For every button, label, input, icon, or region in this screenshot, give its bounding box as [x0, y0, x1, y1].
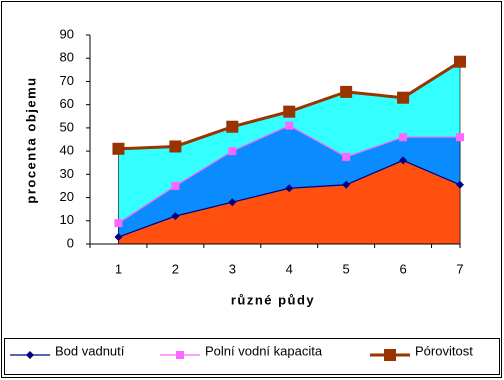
legend-marker [26, 351, 34, 359]
data-marker [226, 120, 239, 133]
data-marker [342, 152, 351, 161]
data-marker [114, 233, 123, 242]
legend-label: Bod vadnutí [55, 343, 125, 358]
legend-label: Polní vodní kapacita [205, 343, 323, 358]
x-tick-label: 5 [343, 261, 350, 276]
data-marker [285, 184, 294, 193]
data-marker [114, 219, 123, 228]
data-marker [399, 133, 408, 142]
legend-marker [176, 351, 184, 359]
data-marker [112, 142, 125, 155]
data-marker [399, 156, 408, 165]
y-tick-label: 60 [60, 96, 74, 111]
y-tick-label: 20 [60, 189, 74, 204]
legend-box [4, 338, 500, 375]
legend-label: Pórovitost [415, 343, 473, 358]
data-marker [171, 181, 180, 190]
x-tick-label: 6 [399, 261, 406, 276]
y-tick-label: 80 [60, 50, 74, 65]
data-marker [169, 140, 182, 153]
data-marker [340, 85, 353, 98]
data-marker [342, 180, 351, 189]
x-axis-title: různé půdy [231, 292, 315, 307]
y-axis-title: procenta objemu [23, 76, 38, 203]
data-marker [454, 55, 466, 68]
x-tick-label: 7 [456, 261, 463, 276]
x-tick-label: 2 [172, 261, 179, 276]
y-tick-label: 70 [60, 73, 74, 88]
y-tick-label: 40 [60, 143, 74, 158]
data-marker [285, 121, 294, 130]
y-tick-label: 0 [67, 235, 74, 250]
y-tick-label: 30 [60, 166, 74, 181]
data-marker [456, 133, 464, 142]
data-marker [397, 91, 410, 104]
y-tick-label: 90 [60, 26, 74, 41]
x-tick-label: 3 [229, 261, 236, 276]
data-marker [228, 198, 237, 207]
data-marker [171, 212, 180, 221]
y-tick-label: 50 [60, 119, 74, 134]
data-marker [228, 147, 237, 156]
x-tick-label: 4 [286, 261, 293, 276]
legend-marker [384, 349, 396, 361]
data-marker [283, 105, 296, 118]
y-tick-label: 10 [60, 212, 74, 227]
x-tick-label: 1 [115, 261, 122, 276]
data-marker [456, 180, 464, 189]
